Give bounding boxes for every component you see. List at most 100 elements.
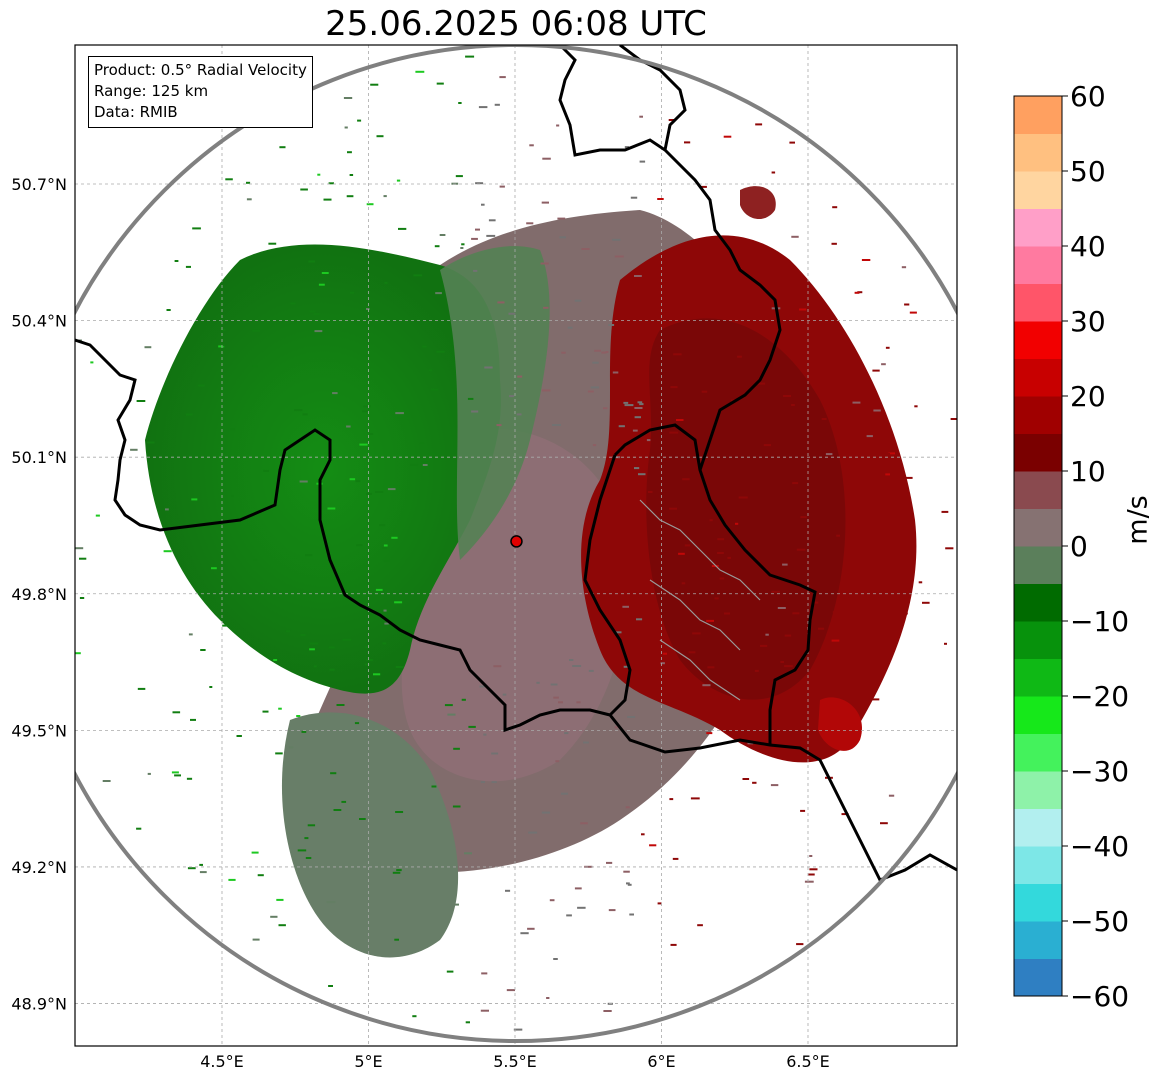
velocity-speckle <box>1002 499 1009 501</box>
velocity-speckle <box>555 760 560 763</box>
velocity-speckle <box>678 552 685 555</box>
colorbar-bin-18 <box>1014 283 1062 322</box>
velocity-speckle <box>191 498 198 501</box>
colorbar-bin-8 <box>1014 658 1062 697</box>
velocity-speckle <box>327 507 336 510</box>
velocity-speckle <box>66 511 73 513</box>
velocity-speckle <box>988 444 992 446</box>
velocity-speckle <box>296 715 301 717</box>
greyish-southwest-region <box>281 712 459 958</box>
radar-site-marker <box>510 535 523 548</box>
velocity-speckle <box>755 123 763 126</box>
velocity-speckle <box>727 556 731 559</box>
velocity-speckle <box>561 792 568 795</box>
velocity-speckle <box>384 281 388 284</box>
lat-tick-label-1: 50.4°N <box>11 312 67 331</box>
velocity-speckle <box>707 666 715 669</box>
velocity-speckle <box>796 943 804 946</box>
velocity-speckle <box>566 914 572 917</box>
velocity-speckle <box>328 646 335 649</box>
velocity-speckle <box>465 1021 470 1024</box>
velocity-speckle <box>818 627 825 630</box>
velocity-speckle <box>572 665 582 667</box>
velocity-speckle <box>346 425 351 428</box>
colorbar-tick-label-2: 40 <box>1070 230 1106 263</box>
velocity-speckle <box>279 146 286 149</box>
velocity-speckle <box>701 390 708 393</box>
velocity-speckle <box>717 538 725 541</box>
velocity-speckle <box>413 274 423 277</box>
velocity-speckle <box>737 355 742 358</box>
velocity-speckle <box>412 1015 417 1018</box>
outbound-northeast-cell <box>740 186 776 220</box>
velocity-speckle <box>172 711 181 714</box>
velocity-speckle <box>660 662 665 665</box>
velocity-speckle <box>259 581 264 584</box>
velocity-speckle <box>608 324 615 326</box>
velocity-speckle <box>754 669 759 672</box>
velocity-speckle <box>702 684 711 687</box>
velocity-speckle <box>174 260 179 262</box>
velocity-speckle <box>980 415 985 417</box>
velocity-speckle <box>304 837 309 840</box>
velocity-speckle <box>395 811 404 813</box>
velocity-speckle <box>481 203 485 206</box>
velocity-speckle <box>872 698 880 701</box>
colorbar-tick-label-4: 20 <box>1070 380 1106 413</box>
velocity-speckle <box>342 638 352 641</box>
velocity-speckle <box>784 634 792 637</box>
velocity-speckle <box>542 157 551 160</box>
velocity-speckle <box>634 407 643 409</box>
velocity-speckle <box>855 512 862 515</box>
velocity-speckle <box>804 880 814 883</box>
velocity-speckle <box>297 849 307 852</box>
velocity-speckle <box>349 174 354 176</box>
velocity-speckle <box>771 590 780 593</box>
velocity-speckle <box>592 361 599 364</box>
outbound-core <box>646 318 846 700</box>
velocity-speckle <box>421 461 429 464</box>
velocity-speckle <box>365 646 370 649</box>
colorbar-bin-16 <box>1014 358 1062 397</box>
velocity-speckle <box>497 301 505 304</box>
velocity-speckle <box>874 419 879 422</box>
velocity-speckle <box>257 874 264 877</box>
velocity-speckle <box>841 572 845 575</box>
lat-tick-label-0: 50.7°N <box>11 175 67 194</box>
velocity-speckle <box>528 831 538 834</box>
colorbar-bin-14 <box>1014 433 1062 472</box>
velocity-speckle <box>712 242 720 245</box>
velocity-speckle <box>553 958 558 960</box>
lon-tick-label-3: 6°E <box>647 1052 675 1071</box>
velocity-speckle <box>375 588 383 591</box>
velocity-speckle <box>669 431 679 434</box>
velocity-speckle <box>709 519 713 522</box>
velocity-speckle <box>668 119 675 121</box>
velocity-speckle <box>185 265 191 268</box>
velocity-speckle <box>918 581 923 584</box>
velocity-speckle <box>190 718 196 721</box>
velocity-speckle <box>499 76 506 79</box>
velocity-speckle <box>471 237 478 240</box>
velocity-speckle <box>278 707 282 710</box>
velocity-speckle <box>657 198 664 200</box>
map-title: 25.06.2025 06:08 UTC <box>325 4 707 44</box>
velocity-speckle <box>649 844 657 847</box>
velocity-speckle <box>559 236 566 239</box>
velocity-speckle <box>422 464 428 466</box>
velocity-speckle <box>543 306 549 309</box>
velocity-speckle <box>944 642 947 645</box>
velocity-speckle <box>608 909 616 912</box>
velocity-speckle <box>789 141 795 144</box>
velocity-speckle <box>309 310 316 313</box>
velocity-speckle <box>799 308 807 311</box>
velocity-speckle <box>885 473 890 476</box>
velocity-speckle <box>185 413 193 416</box>
velocity-speckle <box>558 701 563 704</box>
velocity-speckle <box>471 410 479 413</box>
velocity-speckle <box>350 291 355 294</box>
colorbar-bin-7 <box>1014 696 1062 734</box>
velocity-speckle <box>273 659 278 661</box>
velocity-speckle <box>765 633 769 636</box>
velocity-speckle <box>461 698 466 701</box>
